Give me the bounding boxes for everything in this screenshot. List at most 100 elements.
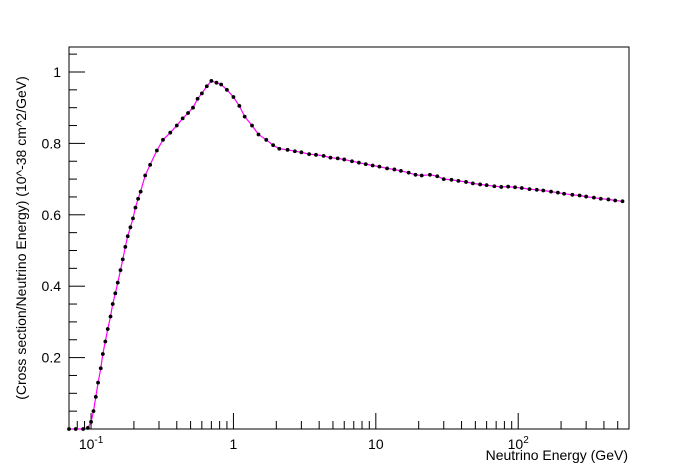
data-point — [256, 132, 261, 137]
data-point — [570, 192, 575, 197]
data-point — [555, 190, 560, 195]
data-point — [214, 80, 219, 85]
plot-frame — [68, 46, 630, 430]
data-point — [91, 409, 96, 414]
data-point — [154, 148, 159, 153]
data-point — [133, 205, 138, 210]
data-point — [110, 302, 115, 306]
data-point — [191, 105, 195, 110]
data-point — [118, 268, 123, 273]
data-point — [67, 427, 71, 431]
data-point — [356, 160, 361, 165]
data-point — [231, 95, 236, 99]
data-point — [100, 352, 105, 356]
data-point — [237, 104, 242, 108]
y-tick-label: 0.2 — [42, 350, 62, 366]
data-point — [385, 166, 389, 171]
data-point — [392, 167, 397, 172]
data-point — [161, 137, 165, 142]
series-line — [69, 80, 623, 430]
data-point — [285, 147, 290, 152]
data-point — [513, 185, 517, 190]
data-point — [478, 182, 483, 187]
data-point — [470, 181, 475, 186]
y-tick-label: 0.4 — [42, 278, 62, 294]
data-point — [307, 152, 312, 157]
data-point — [96, 380, 100, 385]
data-point — [299, 150, 304, 155]
data-point — [377, 164, 382, 169]
y-tick-label: 0.6 — [42, 207, 62, 223]
data-point — [428, 172, 432, 177]
data-point — [250, 123, 254, 128]
x-tick-label: 1 — [230, 436, 238, 452]
data-point — [81, 427, 86, 431]
data-point — [148, 162, 153, 167]
data-point — [321, 153, 326, 158]
data-point — [292, 149, 297, 154]
data-point — [128, 225, 133, 230]
data-point — [519, 186, 524, 190]
data-point — [613, 198, 618, 203]
x-axis-label: Neutrino Energy (GeV) — [486, 447, 628, 463]
data-point — [199, 91, 204, 96]
data-point — [89, 419, 93, 424]
data-point — [168, 130, 173, 135]
data-point — [242, 114, 247, 119]
data-point — [180, 116, 185, 121]
data-point — [464, 180, 468, 184]
data-point — [125, 234, 130, 239]
data-point — [136, 196, 141, 201]
data-point — [209, 79, 214, 83]
data-point — [541, 188, 546, 193]
data-point — [598, 196, 603, 201]
x-axis: 10-1 1 10 102 — [68, 413, 630, 452]
data-point — [406, 170, 411, 175]
data-point — [419, 173, 424, 178]
data-point — [93, 394, 98, 399]
data-point — [264, 137, 269, 142]
data-point — [449, 177, 454, 182]
data-point — [370, 163, 375, 168]
data-point — [591, 195, 596, 200]
data-point — [534, 187, 539, 192]
x-tick-label: 10 — [368, 436, 384, 452]
data-point — [115, 280, 120, 285]
y-tick-label: 1 — [53, 64, 61, 80]
data-point — [342, 157, 347, 162]
data-point — [398, 168, 403, 173]
data-point — [204, 84, 209, 89]
data-point — [105, 327, 110, 331]
data-point — [584, 194, 589, 199]
data-point — [174, 123, 179, 128]
data-point — [195, 96, 200, 101]
data-point — [271, 143, 276, 148]
data-point — [527, 187, 532, 191]
data-point — [98, 366, 103, 371]
data-point — [363, 162, 368, 166]
data-point — [314, 152, 318, 157]
data-point — [120, 257, 125, 262]
data-point — [103, 339, 108, 344]
data-point — [562, 191, 566, 196]
data-point — [186, 111, 190, 115]
data-point — [441, 177, 446, 181]
data-point — [113, 291, 118, 296]
data-point — [85, 426, 90, 430]
y-axis: 0.2 0.4 0.6 0.8 1 — [42, 53, 85, 412]
data-point — [492, 184, 497, 189]
data-point — [73, 427, 78, 431]
data-point — [499, 185, 504, 189]
data-point — [225, 87, 229, 92]
data-point — [219, 82, 224, 87]
data-point — [506, 184, 511, 189]
data-point — [123, 245, 128, 249]
data-point — [456, 178, 461, 183]
data-point — [108, 314, 113, 319]
data-point — [413, 172, 418, 177]
data-point — [335, 156, 340, 161]
data-point — [549, 189, 553, 194]
data-point — [143, 173, 148, 178]
data-point — [606, 197, 611, 202]
